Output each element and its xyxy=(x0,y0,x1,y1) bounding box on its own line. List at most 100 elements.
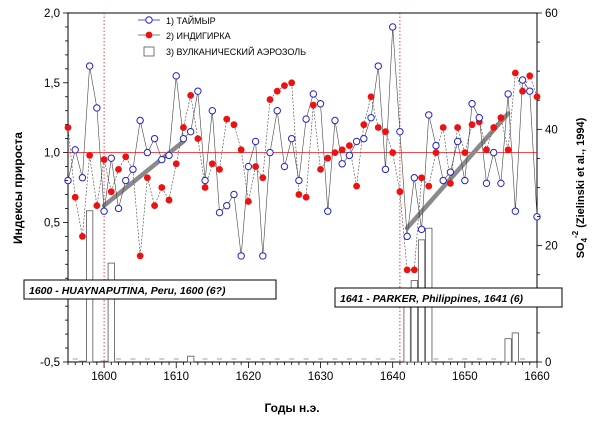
x-tick-label: 1600 xyxy=(91,371,117,383)
indigirka-point xyxy=(100,156,108,163)
annotation-parker-text: 1641 - PARKER, Philippines, 1641 (6) xyxy=(340,293,524,305)
taimyr-point xyxy=(367,114,375,122)
indigirka-point xyxy=(396,188,404,196)
taimyr-point xyxy=(273,107,281,115)
indigirka-point xyxy=(136,252,144,260)
aerosol-bar xyxy=(78,360,87,363)
indigirka-point xyxy=(237,146,245,154)
legend: 1) ТАЙМЫР 2) ИНДИГИРКА 3) ВУЛКАНИЧЕСКИЙ … xyxy=(138,15,306,57)
taimyr-point xyxy=(172,72,180,80)
taimyr-point xyxy=(497,179,505,188)
y-left-tick-label: 1,5 xyxy=(44,78,60,90)
indigirka-point xyxy=(367,93,375,101)
indigirka-point xyxy=(302,193,310,201)
x-tick-label: 1660 xyxy=(524,371,550,383)
taimyr-point xyxy=(129,165,137,174)
indigirka-point xyxy=(208,160,216,168)
taimyr-point xyxy=(417,225,426,234)
indigirka-point xyxy=(151,202,158,210)
taimyr-point xyxy=(78,174,87,182)
indigirka-point xyxy=(439,124,447,131)
annotation-huaynaputina-text: 1600 - HUAYNAPUTINA, Peru, 1600 (6?) xyxy=(29,285,226,297)
indigirka-point xyxy=(230,121,238,129)
indigirka-point xyxy=(194,135,202,143)
taimyr-point xyxy=(107,154,115,162)
taimyr-point xyxy=(186,127,195,136)
trend-line-0 xyxy=(101,139,186,208)
indigirka-point xyxy=(216,165,223,173)
taimyr-point xyxy=(345,151,354,160)
y-right-tick-label: 60 xyxy=(545,8,558,20)
indigirka-point xyxy=(158,184,166,191)
taimyr-point xyxy=(237,252,245,260)
indigirka-point xyxy=(418,174,425,182)
y-left-axis-ticks: -0,5 0,5 1,0 1,5 2,0 xyxy=(40,8,68,369)
taimyr-point xyxy=(266,148,274,157)
x-axis-ticks: 1600 1610 1620 1630 1640 1650 1660 xyxy=(67,362,550,383)
taimyr-point xyxy=(244,162,253,171)
indigirka-point xyxy=(382,128,389,136)
y-left-tick-label: 2,0 xyxy=(44,8,60,20)
taimyr-point xyxy=(490,148,498,157)
y-left-tick-label: 0,5 xyxy=(44,217,60,229)
taimyr-point xyxy=(388,23,397,31)
taimyr-point xyxy=(468,100,476,108)
indigirka-point xyxy=(180,124,187,131)
x-tick-label: 1650 xyxy=(452,371,478,383)
taimyr-point xyxy=(360,134,368,143)
taimyr-line xyxy=(67,26,538,256)
indigirka-point xyxy=(338,146,346,154)
taimyr-point xyxy=(331,116,339,125)
annotation-parker: 1641 - PARKER, Philippines, 1641 (6) xyxy=(334,287,563,308)
indigirka-point xyxy=(165,196,173,204)
indigirka-point xyxy=(519,87,526,95)
indigirka-point xyxy=(259,174,267,182)
indigirka-point xyxy=(504,146,512,154)
y-right-tick-label: 0 xyxy=(545,357,551,369)
indigirka-point xyxy=(346,142,353,150)
indigirka-point xyxy=(281,82,288,89)
taimyr-point xyxy=(280,162,289,171)
legend-label-aerosol: 3) ВУЛКАНИЧЕСКИЙ АЭРОЗОЛЬ xyxy=(166,46,306,57)
indigirka-point xyxy=(425,182,433,190)
taimyr-point xyxy=(287,134,296,143)
taimyr-point xyxy=(410,174,419,182)
taimyr-point xyxy=(223,201,231,210)
taimyr-point xyxy=(136,116,144,125)
aerosol-bar xyxy=(504,338,512,363)
taimyr-point xyxy=(381,165,390,174)
legend-marker-indigirka xyxy=(145,31,153,39)
indigirka-point xyxy=(360,121,368,129)
y-right-axis-title: SO4-2 (Zielinski et al., 1994) xyxy=(571,117,589,258)
indigirka-point xyxy=(172,160,180,168)
annotation-huaynaputina: 1600 - HUAYNAPUTINA, Peru, 1600 (6?) xyxy=(23,279,277,300)
taimyr-point xyxy=(374,62,382,70)
taimyr-point xyxy=(100,207,108,215)
legend-marker-taimyr xyxy=(145,16,153,24)
taimyr-point xyxy=(504,90,512,98)
indigirka-point xyxy=(223,115,231,123)
taimyr-point xyxy=(511,207,520,215)
indigirka-point xyxy=(252,163,259,170)
indigirka-point xyxy=(324,154,332,162)
taimyr-point xyxy=(114,204,123,213)
indigirka-point xyxy=(309,101,317,109)
indigirka-point xyxy=(461,149,469,157)
indigirka-point xyxy=(374,124,382,131)
taimyr-point xyxy=(338,160,346,168)
legend-marker-aerosol xyxy=(143,46,155,57)
indigirka-point xyxy=(71,193,79,201)
aerosol-bar xyxy=(100,360,108,363)
indigirka-point xyxy=(295,191,303,198)
taimyr-point xyxy=(302,115,310,123)
indigirka-point xyxy=(79,232,86,240)
taimyr-point xyxy=(352,137,361,146)
y-right-tick-label: 40 xyxy=(545,124,558,136)
taimyr-point xyxy=(324,207,332,215)
legend-label-taimyr: 1) ТАЙМЫР xyxy=(166,15,216,26)
indigirka-point xyxy=(490,124,498,131)
indigirka-point xyxy=(454,124,462,131)
taimyr-point xyxy=(71,146,79,154)
y-left-axis-title: Индексы прироста xyxy=(11,132,25,244)
